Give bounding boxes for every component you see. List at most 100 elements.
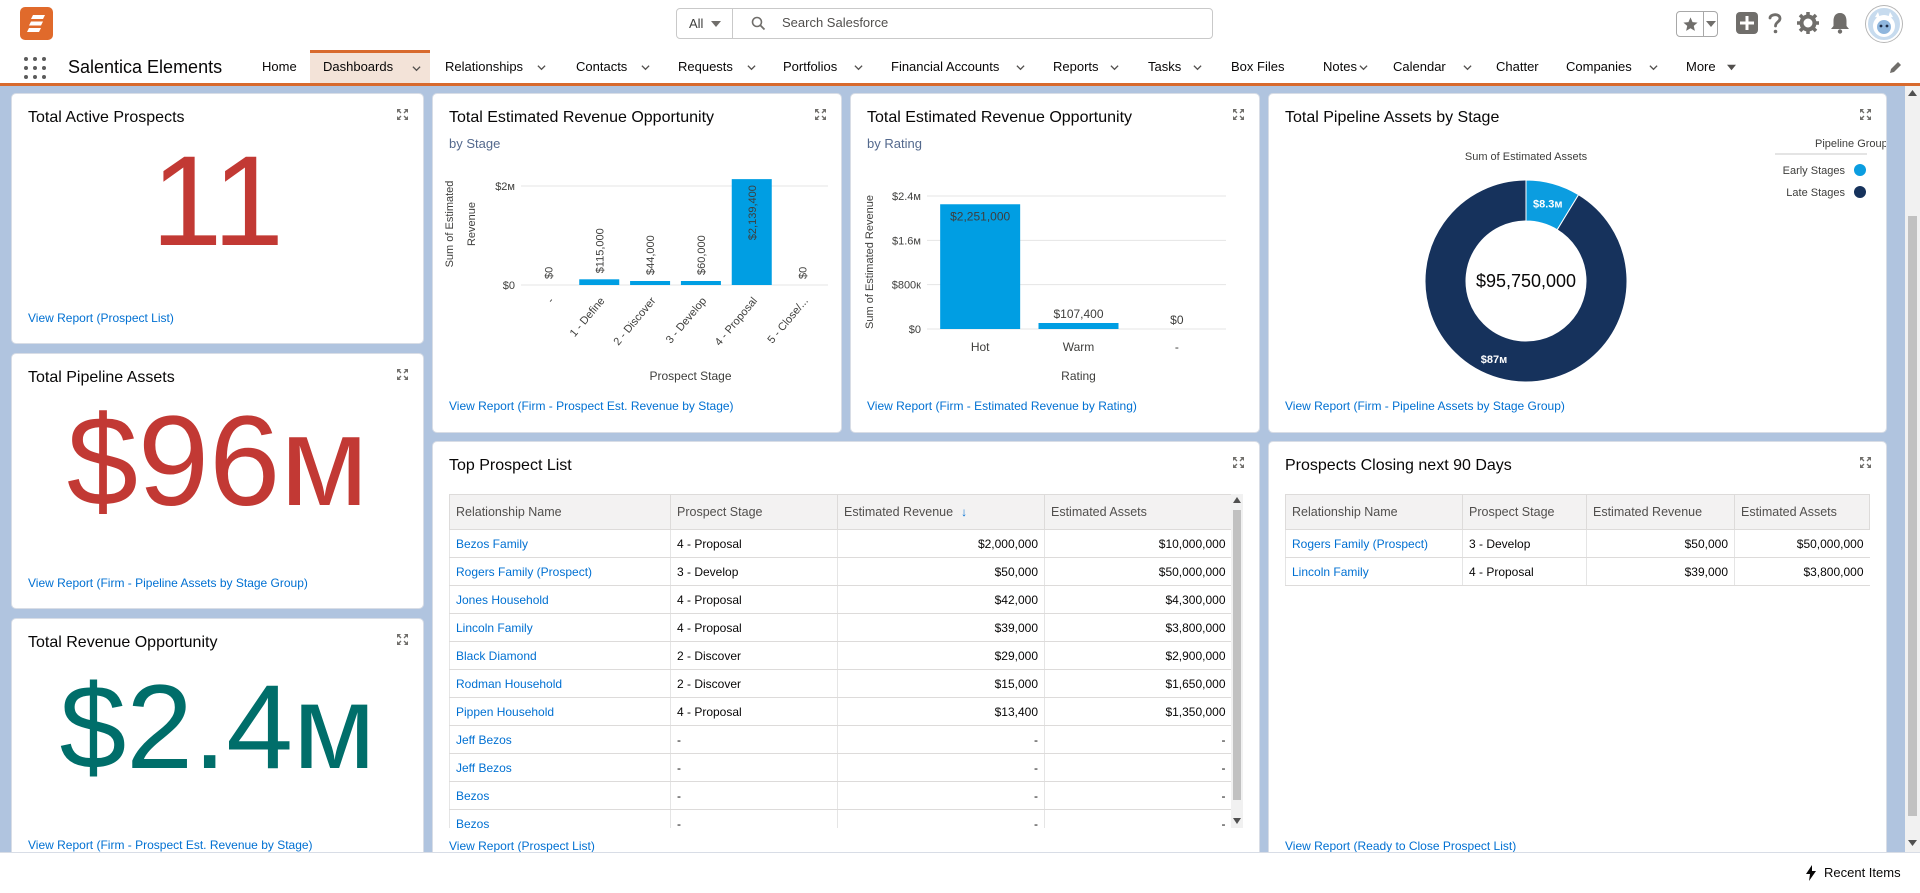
view-report-link[interactable]: View Report (Prospect List) xyxy=(449,839,595,853)
setup-gear-icon[interactable] xyxy=(1797,12,1819,34)
chevron-down-icon[interactable] xyxy=(1463,63,1472,72)
user-avatar[interactable] xyxy=(1866,6,1902,42)
global-create-icon[interactable] xyxy=(1736,12,1758,34)
column-header[interactable]: Relationship Name xyxy=(449,494,671,530)
column-header[interactable]: Estimated Assets xyxy=(1044,494,1231,530)
nav-item-label: Portfolios xyxy=(783,59,838,74)
table-cell: $1,650,000 xyxy=(1044,669,1231,698)
expand-icon[interactable] xyxy=(396,108,409,121)
table-cell: $15,000 xyxy=(837,669,1045,698)
help-icon[interactable] xyxy=(1767,12,1783,34)
nav-item-notes[interactable]: Notes xyxy=(1323,50,1388,83)
relationship-name-link[interactable]: Bezos Family xyxy=(449,529,671,558)
column-header[interactable]: Prospect Stage xyxy=(1462,494,1587,530)
scroll-up-arrow-icon[interactable] xyxy=(1908,90,1917,96)
table-cell: - xyxy=(670,725,838,754)
edit-pencil-icon[interactable] xyxy=(1888,61,1902,75)
nav-item-financial-accounts[interactable]: Financial Accounts xyxy=(891,50,1031,83)
scroll-down-arrow-icon[interactable] xyxy=(1908,840,1917,846)
expand-icon[interactable] xyxy=(396,368,409,381)
salentica-logo[interactable] xyxy=(20,7,53,40)
relationship-name-link[interactable]: Jeff Bezos xyxy=(449,725,671,754)
chevron-down-icon[interactable] xyxy=(1359,63,1368,72)
favorites-star-icon[interactable] xyxy=(1682,16,1699,33)
app-launcher-waffle-icon[interactable] xyxy=(24,57,46,79)
relationship-name-link[interactable]: Rogers Family (Prospect) xyxy=(449,557,671,586)
page-scrollbar[interactable] xyxy=(1905,86,1920,852)
chevron-down-icon[interactable] xyxy=(854,63,863,72)
expand-icon[interactable] xyxy=(1232,108,1245,121)
nav-item-relationships[interactable]: Relationships xyxy=(445,50,555,83)
column-header[interactable]: Prospect Stage xyxy=(670,494,838,530)
view-report-link[interactable]: View Report (Firm - Pipeline Assets by S… xyxy=(28,576,308,590)
view-report-link[interactable]: View Report (Firm - Estimated Revenue by… xyxy=(867,399,1137,413)
chevron-down-icon[interactable] xyxy=(1110,63,1119,72)
table-cell: 2 - Discover xyxy=(670,669,838,698)
notifications-bell-icon[interactable] xyxy=(1830,12,1850,34)
relationship-name-link[interactable]: Jones Household xyxy=(449,585,671,614)
table-cell: - xyxy=(670,781,838,810)
expand-icon[interactable] xyxy=(1859,456,1872,469)
search-scope-label: All xyxy=(689,16,704,31)
search-input[interactable] xyxy=(782,15,1182,30)
column-header-label: Estimated Revenue xyxy=(1593,505,1703,519)
view-report-link[interactable]: View Report (Ready to Close Prospect Lis… xyxy=(1285,839,1517,853)
scrollbar-thumb[interactable] xyxy=(1233,510,1241,800)
column-header[interactable]: Estimated Revenue ↓ xyxy=(837,494,1045,530)
chevron-down-icon[interactable] xyxy=(412,64,421,73)
table-scrollbar[interactable] xyxy=(1231,494,1243,828)
chevron-down-icon[interactable] xyxy=(1727,63,1736,72)
nav-item-requests[interactable]: Requests xyxy=(678,50,758,83)
nav-item-box-files[interactable]: Box Files xyxy=(1231,50,1291,83)
nav-item-tasks[interactable]: Tasks xyxy=(1148,50,1208,83)
expand-icon[interactable] xyxy=(814,108,827,121)
scroll-up-arrow-icon[interactable] xyxy=(1233,497,1241,503)
view-report-link[interactable]: View Report (Firm - Pipeline Assets by S… xyxy=(1285,399,1565,413)
view-report-link[interactable]: View Report (Prospect List) xyxy=(28,311,174,325)
y-tick-label: $2м xyxy=(495,181,515,193)
nav-item-reports[interactable]: Reports xyxy=(1053,50,1123,83)
relationship-name-link[interactable]: Lincoln Family xyxy=(449,613,671,642)
table-row: Bezos Family 4 - Proposal $2,000,000 $10,00… xyxy=(449,529,1231,558)
view-report-link[interactable]: View Report (Firm - Prospect Est. Revenu… xyxy=(449,399,734,413)
x-tick-label: 5 - Close/... xyxy=(766,295,811,346)
relationship-name-link[interactable]: Jeff Bezos xyxy=(449,753,671,782)
search-scope-dropdown[interactable]: All xyxy=(677,9,733,38)
favorites-list-chevron-icon[interactable] xyxy=(1706,21,1716,28)
chevron-down-icon[interactable] xyxy=(1649,63,1658,72)
relationship-name-link[interactable]: Bezos xyxy=(449,781,671,810)
card-subtitle: by Stage xyxy=(449,136,501,151)
chevron-down-icon[interactable] xyxy=(747,63,756,72)
column-header[interactable]: Estimated Revenue xyxy=(1586,494,1735,530)
x-tick-label: 2 - Discover xyxy=(611,295,658,348)
nav-item-companies[interactable]: Companies xyxy=(1566,50,1658,83)
nav-item-home[interactable]: Home xyxy=(262,50,302,83)
column-header[interactable]: Relationship Name xyxy=(1285,494,1463,530)
nav-item-more[interactable]: More xyxy=(1686,50,1756,83)
nav-item-contacts[interactable]: Contacts xyxy=(576,50,656,83)
chevron-down-icon[interactable] xyxy=(1193,63,1202,72)
chevron-down-icon[interactable] xyxy=(537,63,546,72)
relationship-name-link[interactable]: Black Diamond xyxy=(449,641,671,670)
column-header[interactable]: Estimated Assets xyxy=(1734,494,1870,530)
top-prospect-table-viewport: Relationship Name Prospect Stage Estimated… xyxy=(449,494,1231,828)
chevron-down-icon[interactable] xyxy=(1016,63,1025,72)
expand-icon[interactable] xyxy=(1859,108,1872,121)
relationship-name-link[interactable]: Bezos xyxy=(449,809,671,828)
relationship-name-link[interactable]: Rodman Household xyxy=(449,669,671,698)
recent-items-button[interactable]: Recent Items xyxy=(1805,853,1910,893)
table-cell: $4,300,000 xyxy=(1044,585,1231,614)
nav-item-chatter[interactable]: Chatter xyxy=(1496,50,1546,83)
scroll-down-arrow-icon[interactable] xyxy=(1233,818,1241,824)
chevron-down-icon[interactable] xyxy=(641,63,650,72)
expand-icon[interactable] xyxy=(1232,456,1245,469)
relationship-name-link[interactable]: Lincoln Family xyxy=(1285,557,1463,586)
nav-item-calendar[interactable]: Calendar xyxy=(1393,50,1472,83)
nav-item-dashboards[interactable]: Dashboards xyxy=(310,50,430,83)
scrollbar-thumb[interactable] xyxy=(1908,216,1917,816)
relationship-name-link[interactable]: Pippen Household xyxy=(449,697,671,726)
nav-item-portfolios[interactable]: Portfolios xyxy=(783,50,868,83)
expand-icon[interactable] xyxy=(396,633,409,646)
relationship-name-link[interactable]: Rogers Family (Prospect) xyxy=(1285,529,1463,558)
view-report-link[interactable]: View Report (Firm - Prospect Est. Revenu… xyxy=(28,838,313,852)
